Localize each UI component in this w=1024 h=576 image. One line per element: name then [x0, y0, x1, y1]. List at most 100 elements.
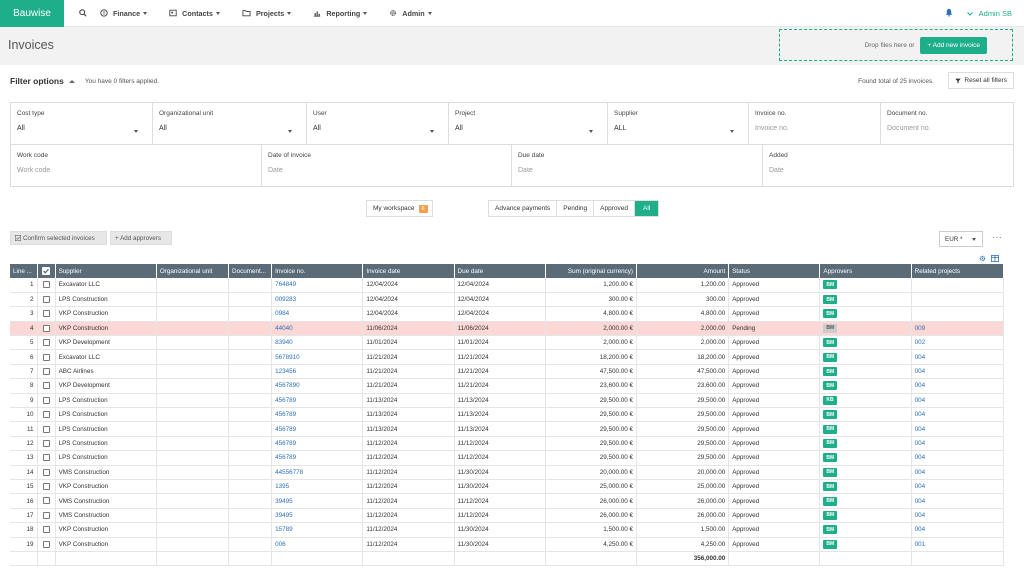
cell-select[interactable] — [37, 292, 56, 308]
cell-select[interactable] — [37, 306, 56, 322]
cell-select[interactable] — [37, 479, 56, 495]
project-link[interactable]: 004 — [911, 349, 1005, 365]
table-row[interactable]: 12 LPS Construction 456789 11/12/2024 11/12/… — [10, 436, 1005, 452]
cell-select[interactable] — [37, 378, 56, 394]
row-checkbox[interactable] — [42, 526, 50, 534]
col-invoice-no[interactable]: Invoice no. — [271, 264, 364, 278]
approver-badge[interactable]: BM — [823, 438, 838, 448]
cell-select[interactable] — [37, 508, 56, 524]
approver-badge[interactable]: BM — [823, 539, 838, 549]
approver-badge[interactable]: KB — [823, 395, 837, 405]
table-row[interactable]: 7 ABC Airlines 123456 11/21/2024 11/21/2024 4… — [10, 364, 1005, 380]
approver-badge[interactable]: BM — [823, 496, 838, 506]
table-row[interactable]: 1 Excavator LLC 764849 12/04/2024 12/04/2024… — [10, 278, 1005, 293]
row-checkbox[interactable] — [42, 310, 50, 318]
cell-select[interactable] — [37, 421, 56, 437]
project-link[interactable] — [911, 292, 1005, 308]
table-row[interactable]: 19 VKP Construction 006 11/12/2024 11/30/202… — [10, 537, 1005, 552]
project-link[interactable]: 004 — [911, 493, 1005, 509]
project-link[interactable]: 004 — [911, 465, 1005, 480]
row-checkbox[interactable] — [42, 540, 50, 548]
nav-projects[interactable]: Projects — [242, 9, 292, 18]
cell-select[interactable] — [37, 278, 56, 293]
invoice-link[interactable]: 15789 — [271, 522, 364, 538]
cell-select[interactable] — [37, 522, 56, 538]
table-row[interactable]: 8 VKP Development 4567890 11/21/2024 11/21/2… — [10, 378, 1005, 394]
table-row[interactable]: 18 VKP Construction 15789 11/12/2024 11/30/2… — [10, 522, 1005, 538]
approver-badge[interactable]: BM — [823, 338, 838, 348]
filter-due-date[interactable]: Due date Date — [512, 145, 763, 187]
invoice-link[interactable]: 39495 — [271, 508, 364, 524]
table-row[interactable]: 9 LPS Construction 456789 11/13/2024 11/13/2… — [10, 393, 1005, 409]
row-checkbox[interactable] — [42, 339, 50, 347]
invoice-link[interactable]: 83940 — [271, 335, 364, 351]
invoice-link[interactable]: 006 — [271, 537, 364, 552]
nav-reporting[interactable]: Reporting — [313, 9, 368, 18]
approver-badge[interactable]: BM — [823, 482, 838, 492]
col-supplier[interactable]: Supplier — [55, 264, 157, 278]
table-row[interactable]: 11 LPS Construction 456789 11/13/2024 11/13/… — [10, 421, 1005, 437]
invoice-date-input[interactable]: Date — [268, 167, 283, 174]
cell-select[interactable] — [37, 450, 56, 466]
project-link[interactable]: 004 — [911, 522, 1005, 538]
approver-badge[interactable]: BM — [823, 467, 838, 477]
row-checkbox[interactable] — [42, 468, 50, 476]
invoice-link[interactable]: 123456 — [271, 364, 364, 380]
cell-select[interactable] — [37, 436, 56, 452]
user-menu[interactable]: Admin SB — [966, 9, 1012, 18]
invoice-link[interactable]: 5678910 — [271, 349, 364, 365]
row-checkbox[interactable] — [42, 396, 50, 404]
brand-logo[interactable]: Bauwise — [0, 0, 64, 27]
project-link[interactable] — [911, 306, 1005, 322]
cell-select[interactable] — [37, 465, 56, 480]
table-row[interactable]: 10 LPS Construction 456789 11/13/2024 11/13/… — [10, 407, 1005, 423]
col-status[interactable]: Status — [728, 264, 821, 278]
cell-select[interactable] — [37, 349, 56, 365]
project-link[interactable]: 002 — [911, 335, 1005, 351]
row-checkbox[interactable] — [42, 324, 50, 332]
project-link[interactable]: 009 — [911, 321, 1005, 337]
bell-icon[interactable] — [945, 8, 953, 19]
approver-badge[interactable]: BM — [823, 525, 838, 535]
project-link[interactable]: 004 — [911, 378, 1005, 394]
invoice-link[interactable]: 456789 — [271, 450, 364, 466]
approver-badge[interactable]: BM — [823, 309, 838, 319]
invoice-link[interactable]: 4567890 — [271, 378, 364, 394]
filter-org-unit[interactable]: Organizational unit All — [153, 103, 307, 144]
invoice-link[interactable]: 456789 — [271, 421, 364, 437]
project-link[interactable]: 004 — [911, 436, 1005, 452]
approver-badge[interactable]: BM — [823, 352, 838, 362]
col-related-projects[interactable]: Related projects — [911, 264, 1005, 278]
approver-badge[interactable]: BM — [823, 323, 838, 333]
table-row[interactable]: 3 VKP Construction 0984 12/04/2024 12/04/202… — [10, 306, 1005, 322]
filter-project[interactable]: Project All — [449, 103, 608, 144]
row-checkbox[interactable] — [42, 483, 50, 491]
row-checkbox[interactable] — [42, 439, 50, 447]
table-row[interactable]: 5 VKP Development 83940 11/01/2024 11/01/202… — [10, 335, 1005, 351]
project-link[interactable]: 001 — [911, 537, 1005, 552]
nav-admin[interactable]: Admin — [389, 9, 432, 18]
col-sum[interactable]: Sum (original currency) — [545, 264, 637, 278]
file-dropzone[interactable]: Drop files here or + Add new invoice — [779, 29, 1013, 61]
cell-select[interactable] — [37, 537, 56, 552]
table-row[interactable]: 16 VMS Construction 39495 11/12/2024 11/12/2… — [10, 493, 1005, 509]
project-link[interactable]: 004 — [911, 364, 1005, 380]
invoice-link[interactable]: 0984 — [271, 306, 364, 322]
table-row[interactable]: 15 VKP Construction 1395 11/12/2024 11/30/20… — [10, 479, 1005, 495]
select-all-checkbox[interactable] — [42, 267, 51, 275]
tab-approved[interactable]: Approved — [594, 201, 635, 216]
col-line[interactable]: Line ... — [10, 264, 38, 278]
invoice-link[interactable]: 456789 — [271, 436, 364, 452]
approver-badge[interactable]: BM — [823, 295, 838, 305]
filter-title[interactable]: Filter options — [10, 76, 64, 86]
invoice-link[interactable]: 764849 — [271, 278, 364, 293]
cell-select[interactable] — [37, 493, 56, 509]
row-checkbox[interactable] — [42, 353, 50, 361]
invoice-link[interactable]: 44556778 — [271, 465, 364, 480]
filter-supplier[interactable]: Supplier ALL — [608, 103, 749, 144]
project-link[interactable] — [911, 278, 1005, 293]
currency-select[interactable]: EUR * — [939, 231, 983, 247]
columns-icon[interactable] — [991, 255, 999, 264]
col-document[interactable]: Document... — [228, 264, 273, 278]
search-icon[interactable] — [74, 9, 92, 17]
